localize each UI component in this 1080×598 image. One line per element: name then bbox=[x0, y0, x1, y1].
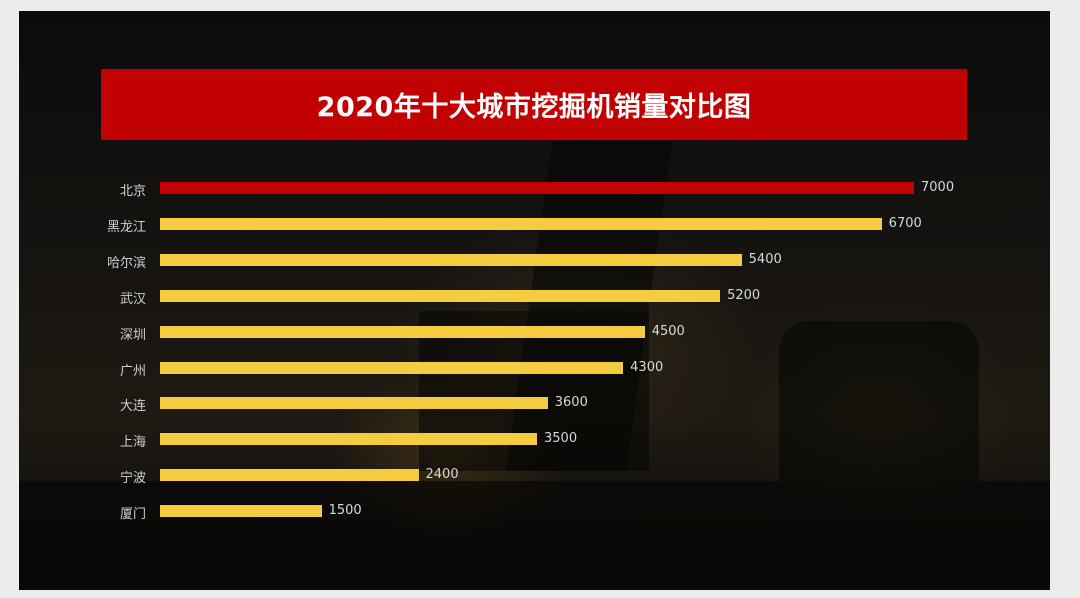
bar bbox=[160, 433, 537, 446]
bar-row: 黑龙江 6700 bbox=[19, 215, 1050, 235]
value-label: 2400 bbox=[425, 467, 459, 483]
chart-panel: 2020年十大城市挖掘机销量对比图 北京 7000 黑龙江 6700 哈尔滨 5400 武汉… bbox=[19, 11, 1050, 590]
category-label: 深圳 bbox=[119, 327, 146, 343]
value-label: 1500 bbox=[328, 503, 362, 519]
category-label: 上海 bbox=[119, 435, 146, 451]
bar bbox=[160, 361, 624, 374]
background-ground bbox=[19, 481, 1050, 590]
chart-title: 2020年十大城市挖掘机销量对比图 bbox=[316, 92, 752, 123]
background-excavator-silhouette bbox=[779, 321, 979, 481]
bar bbox=[160, 469, 419, 482]
bar-row: 宁波 2400 bbox=[19, 466, 1050, 486]
value-label: 4500 bbox=[651, 323, 685, 339]
bar bbox=[160, 289, 721, 302]
bar-row: 北京 7000 bbox=[19, 179, 1050, 199]
bar-row: 广州 4300 bbox=[19, 359, 1050, 379]
category-label: 北京 bbox=[119, 184, 146, 199]
bar-row: 大连 3600 bbox=[19, 394, 1050, 414]
bar-row: 上海 3500 bbox=[19, 430, 1050, 450]
category-label: 广州 bbox=[119, 363, 146, 379]
category-label: 大连 bbox=[119, 399, 146, 415]
category-label: 宁波 bbox=[119, 471, 146, 487]
value-label: 5400 bbox=[748, 251, 782, 267]
bar-row: 深圳 4500 bbox=[19, 323, 1050, 343]
value-label: 5200 bbox=[727, 287, 761, 303]
bar bbox=[160, 217, 882, 230]
bar bbox=[160, 397, 548, 410]
bar bbox=[160, 253, 742, 266]
bar-row: 武汉 5200 bbox=[19, 287, 1050, 307]
bar bbox=[160, 505, 322, 518]
value-label: 3500 bbox=[544, 431, 578, 447]
value-label: 6700 bbox=[888, 215, 922, 231]
category-label: 黑龙江 bbox=[106, 219, 146, 235]
bar bbox=[160, 182, 914, 194]
value-label: 4300 bbox=[630, 359, 664, 375]
category-label: 武汉 bbox=[119, 291, 146, 307]
value-label: 3600 bbox=[554, 395, 588, 411]
bar-row: 厦门 1500 bbox=[19, 502, 1050, 522]
title-banner: 2020年十大城市挖掘机销量对比图 bbox=[101, 69, 967, 140]
bar-chart: 北京 7000 黑龙江 6700 哈尔滨 5400 武汉 5200 深圳 4500 广州 4300 大连… bbox=[19, 11, 1050, 590]
value-label: 7000 bbox=[921, 180, 955, 195]
bar-row: 哈尔滨 5400 bbox=[19, 251, 1050, 271]
category-label: 厦门 bbox=[119, 507, 146, 523]
bar bbox=[160, 325, 645, 338]
category-label: 哈尔滨 bbox=[106, 255, 146, 271]
